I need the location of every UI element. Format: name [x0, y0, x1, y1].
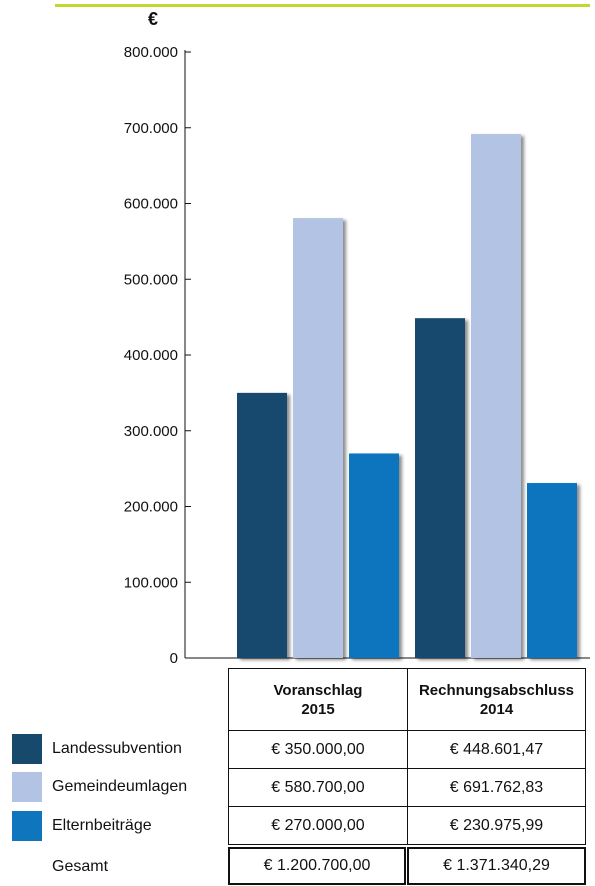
top-rule — [55, 4, 590, 7]
legend-item-elternbeitraege: Elternbeiträge — [12, 810, 152, 842]
legend-swatch — [12, 772, 42, 802]
y-tick-label: 800.000 — [124, 44, 178, 61]
y-tick-label: 500.000 — [124, 271, 178, 288]
bar-elternbeitrge-1 — [527, 483, 577, 658]
table-cell-total: € 1.371.340,29 — [407, 847, 586, 885]
table-cell: € 691.762,83 — [407, 769, 586, 807]
legend-item-gesamt: Gesamt — [12, 851, 108, 883]
y-tick-label: 200.000 — [124, 499, 178, 516]
legend-item-landessubvention: Landessubvention — [12, 733, 182, 765]
legend-label: Gesamt — [52, 858, 109, 875]
table-cell: € 350.000,00 — [228, 731, 407, 769]
bar-landessubvention-0 — [237, 392, 287, 658]
y-tick-label: 100.000 — [124, 574, 178, 591]
legend-swatch — [12, 734, 42, 764]
legend-swatch — [12, 811, 42, 841]
header-line1: Voranschlag — [273, 681, 363, 699]
legend-item-gemeindeumlagen: Gemeindeumlagen — [12, 771, 187, 803]
y-tick-label: 0 — [170, 650, 178, 667]
bar-gemeindeumlagen-1 — [471, 133, 521, 659]
y-tick-label: 400.000 — [124, 347, 178, 364]
table-header-voranschlag: Voranschlag 2015 — [228, 668, 407, 731]
bar-chart: € 0 100.000 200.000 300.000 400.000 500.000 60… — [124, 9, 590, 667]
legend-swatch-empty — [12, 852, 42, 882]
bar-elternbeitrge-0 — [349, 453, 399, 658]
legend-label: Landessubvention — [52, 740, 182, 757]
legend-label: Gemeindeumlagen — [52, 778, 188, 795]
header-line2: 2015 — [301, 700, 335, 718]
table-cell: € 230.975,99 — [407, 807, 586, 845]
y-unit-label: € — [148, 9, 158, 29]
y-tick-label: 600.000 — [124, 196, 178, 213]
bar-gemeindeumlagen-0 — [293, 218, 343, 658]
header-line1: Rechnungsabschluss — [418, 681, 575, 699]
table-cell-total: € 1.200.700,00 — [228, 847, 406, 885]
table-cell: € 448.601,47 — [407, 731, 586, 769]
y-tick-label: 300.000 — [124, 423, 178, 440]
table-header-rechnungsabschluss: Rechnungsabschluss 2014 — [407, 668, 586, 731]
y-tick-label: 700.000 — [124, 120, 178, 137]
table-cell: € 270.000,00 — [228, 807, 407, 845]
header-line2: 2014 — [479, 700, 514, 718]
legend-label: Elternbeiträge — [52, 817, 152, 834]
table-cell: € 580.700,00 — [228, 769, 407, 807]
bar-landessubvention-1 — [415, 318, 465, 658]
